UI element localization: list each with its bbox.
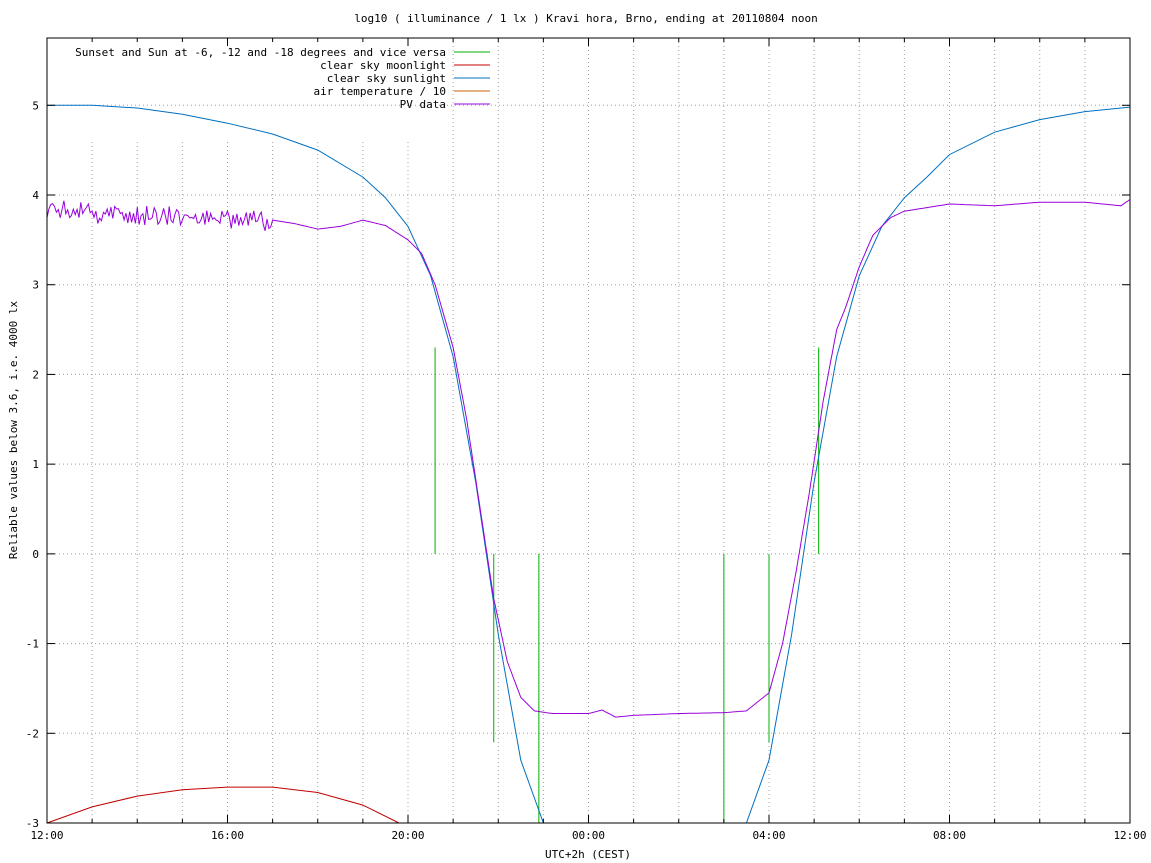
- y-tick-label: -3: [26, 817, 39, 830]
- y-tick-label: 5: [32, 99, 39, 112]
- legend-label: clear sky moonlight: [320, 59, 446, 72]
- x-tick-label: 12:00: [1113, 829, 1146, 842]
- x-tick-label: 16:00: [211, 829, 244, 842]
- series-line-2: [47, 104, 1131, 824]
- series-line-4: [46, 199, 1131, 718]
- y-tick-label: -1: [26, 638, 39, 651]
- x-tick-label: 20:00: [391, 829, 424, 842]
- legend-label: clear sky sunlight: [327, 72, 446, 85]
- y-tick-label: 4: [32, 189, 39, 202]
- legend-label: Sunset and Sun at -6, -12 and -18 degree…: [75, 46, 446, 59]
- grid-lines: [47, 38, 1130, 823]
- plot-frame: [46, 37, 1131, 824]
- x-tick-label: 00:00: [572, 829, 605, 842]
- axis-ticks: 12:00 16:00 20:00 00:00 04:00 08:00 12:00 5 4 3 2 1…: [26, 38, 1147, 842]
- y-tick-label: 2: [32, 368, 39, 381]
- y-tick-label: 1: [32, 458, 39, 471]
- legend-label: PV data: [400, 98, 446, 111]
- y-tick-label: 3: [32, 279, 39, 292]
- plot-series: [46, 104, 1131, 824]
- x-tick-label: 08:00: [933, 829, 966, 842]
- series-line-1: [46, 786, 400, 824]
- y-tick-label: 0: [32, 548, 39, 561]
- x-axis-label: UTC+2h (CEST): [545, 848, 631, 861]
- x-tick-label: 04:00: [752, 829, 785, 842]
- y-tick-label: -2: [26, 727, 39, 740]
- y-axis-label: Reliable values below 3.6, i.e. 4000 lx: [7, 300, 20, 559]
- x-tick-label: 12:00: [30, 829, 63, 842]
- chart-title: log10 ( illuminance / 1 lx ) Kravi hora,…: [354, 12, 818, 25]
- legend: Sunset and Sun at -6, -12 and -18 degree…: [75, 46, 490, 111]
- legend-label: air temperature / 10: [314, 85, 446, 98]
